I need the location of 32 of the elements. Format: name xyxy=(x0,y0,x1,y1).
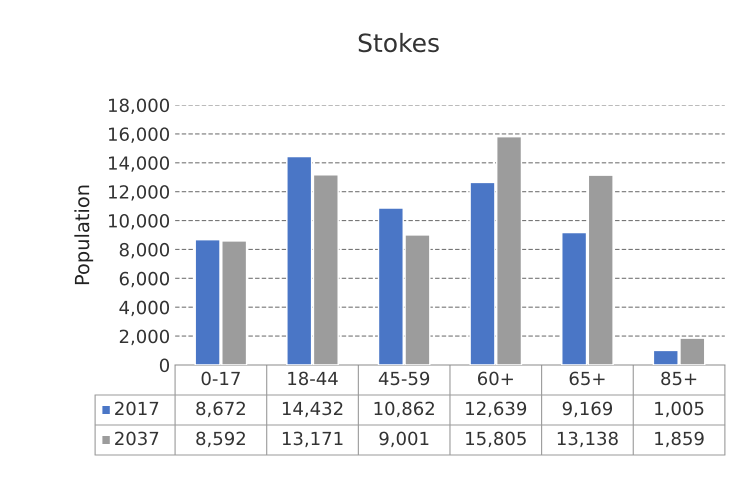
x-tick-label: 0-17 xyxy=(202,372,240,386)
legend-label: 2037 xyxy=(115,432,158,446)
data-label: 10,862 xyxy=(374,402,434,418)
y-tick-label: 8,000 xyxy=(120,242,170,258)
y-axis-title: Population xyxy=(74,186,94,284)
data-label: 8,592 xyxy=(196,432,245,448)
x-tick-label: 65+ xyxy=(570,372,605,386)
data-label: 1,859 xyxy=(655,432,704,448)
y-tick-label: 10,000 xyxy=(109,214,170,230)
x-tick-label: 60+ xyxy=(478,372,513,386)
legend-label: 2017 xyxy=(115,402,158,416)
y-tick-label: 4,000 xyxy=(119,300,170,316)
data-label: 9,169 xyxy=(562,402,612,418)
y-tick-label: 0 xyxy=(160,358,170,372)
y-tick-label: 6,000 xyxy=(120,272,170,288)
y-tick-label: 12,000 xyxy=(109,185,170,201)
y-tick-label: 18,000 xyxy=(109,98,170,114)
data-label: 13,138 xyxy=(558,432,618,448)
y-tick-label: 16,000 xyxy=(109,127,170,143)
data-label: 8,672 xyxy=(196,402,245,418)
data-label: 1,005 xyxy=(655,402,704,418)
data-label: 14,432 xyxy=(282,402,342,418)
data-label: 9,001 xyxy=(379,432,428,448)
data-label: 12,639 xyxy=(466,402,526,418)
y-tick-label: 14,000 xyxy=(109,156,170,172)
x-tick-label: 45-59 xyxy=(378,372,430,386)
chart-title: Stokes xyxy=(358,32,439,52)
x-tick-label: 85+ xyxy=(661,372,696,386)
y-tick-label: 2,000 xyxy=(120,330,170,346)
data-label: 15,805 xyxy=(466,432,526,448)
x-tick-label: 18-44 xyxy=(288,372,338,386)
data-label: 13,171 xyxy=(282,432,342,448)
